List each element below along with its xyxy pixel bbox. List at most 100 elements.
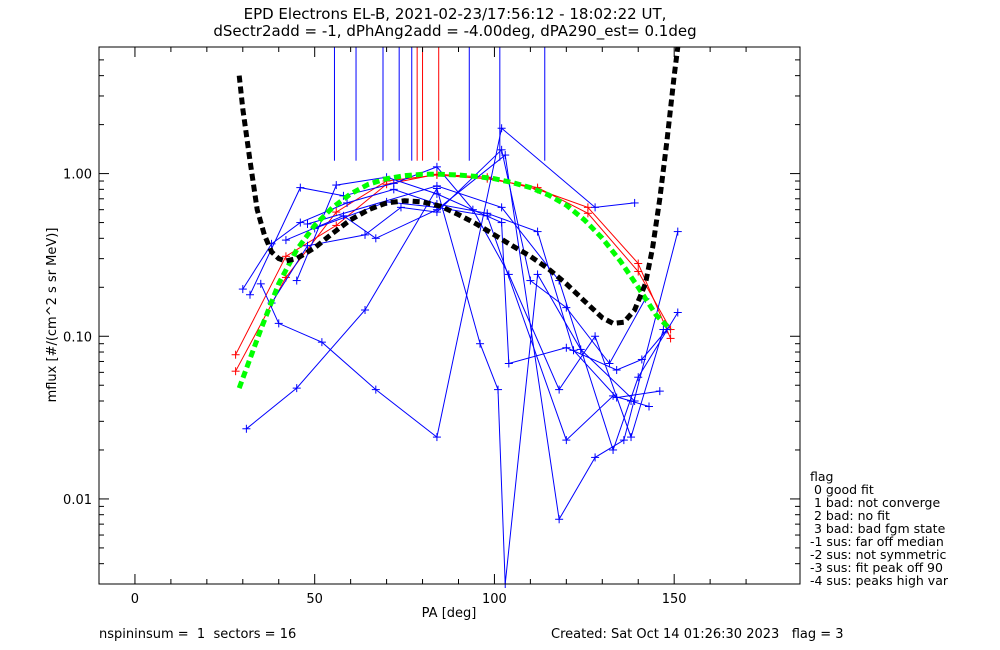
data-point-0-9 xyxy=(666,334,675,343)
y-tick-label-2: 1.00 xyxy=(63,168,92,183)
data-point-9-5 xyxy=(609,391,618,400)
y-tick-label-0: 0.01 xyxy=(63,493,92,508)
data-point-6-8 xyxy=(605,359,614,368)
series-line-12 xyxy=(236,46,681,326)
marks-layer xyxy=(231,46,682,588)
flag-legend-line-2: 1 bad: not converge xyxy=(810,495,941,510)
flag-legend: flag 0 good fit 1 bad: not converge 2 ba… xyxy=(810,470,948,587)
data-point-8-4 xyxy=(497,218,506,227)
data-point-2-8 xyxy=(569,346,578,355)
series-line-4 xyxy=(246,187,635,585)
data-point-7-6 xyxy=(591,453,600,462)
data-point-2-0 xyxy=(238,285,247,294)
series-line-7 xyxy=(285,154,679,521)
data-point-6-3 xyxy=(396,203,405,212)
data-point-2-7 xyxy=(533,227,542,236)
data-point-6-6 xyxy=(526,276,535,285)
data-point-6-7 xyxy=(562,303,571,312)
data-point-1-0 xyxy=(231,367,240,376)
title-line-1: EPD Electrons EL-B, 2021-02-23/17:56:12 … xyxy=(243,5,667,23)
axis-layer: 0 50 100 150 0.01 0.10 1.00 xyxy=(63,46,800,607)
footer-left: nspininsum = 1 sectors = 16 xyxy=(99,627,297,642)
title-line-2: dSectr2add = -1, dPhAng2add = -4.00deg, … xyxy=(213,22,697,40)
series-line-5 xyxy=(260,127,635,438)
data-point-3-9 xyxy=(627,433,636,442)
data-point-5-7 xyxy=(630,198,639,207)
data-point-10-0 xyxy=(303,219,312,228)
flag-legend-line-7: -3 sus: fit peak off 90 xyxy=(810,560,943,575)
data-point-4-1 xyxy=(292,384,301,393)
series-line-1 xyxy=(235,174,672,372)
series-line-11 xyxy=(236,171,673,389)
series-line-10 xyxy=(307,185,679,452)
data-point-2-3 xyxy=(343,198,352,207)
flag-legend-line-3: 2 bad: no fit xyxy=(810,508,890,523)
y-axis-label: mflux [#/(cm^2 s sr MeV)] xyxy=(45,228,60,403)
data-point-4-4 xyxy=(476,339,485,348)
data-point-3-4 xyxy=(432,162,441,171)
chart-title: EPD Electrons EL-B, 2021-02-23/17:56:12 … xyxy=(0,6,910,40)
data-point-5-5 xyxy=(497,124,506,133)
data-point-7-5 xyxy=(555,515,564,524)
data-point-8-1 xyxy=(332,181,341,190)
data-point-3-8 xyxy=(591,332,600,341)
data-point-6-1 xyxy=(303,241,312,250)
data-point-3-3 xyxy=(389,179,398,188)
data-point-10-4 xyxy=(609,445,618,454)
data-point-10-5 xyxy=(634,373,643,382)
data-point-2-2 xyxy=(296,218,305,227)
flag-legend-line-1: 0 good fit xyxy=(810,482,874,497)
data-point-7-7 xyxy=(619,436,628,445)
footer-right: Created: Sat Oct 14 01:26:30 2023 flag =… xyxy=(551,627,844,642)
flag-legend-line-4: 3 bad: bad fgm state xyxy=(810,521,946,536)
y-tick-label-1: 0.10 xyxy=(63,330,92,345)
data-point-3-1 xyxy=(296,183,305,192)
data-point-7-8 xyxy=(673,227,682,236)
data-point-5-4 xyxy=(432,433,441,442)
data-point-6-5 xyxy=(497,145,506,154)
series-line-6 xyxy=(271,148,646,365)
data-point-6-2 xyxy=(361,230,370,239)
data-point-7-0 xyxy=(281,236,290,245)
data-point-5-0 xyxy=(256,279,265,288)
data-point-7-2 xyxy=(371,234,380,243)
flag-legend-line-8: -4 sus: peaks high var xyxy=(810,573,949,588)
data-point-5-1 xyxy=(274,319,283,328)
data-point-4-5 xyxy=(494,385,503,394)
data-point-10-1 xyxy=(432,181,441,190)
data-point-0-0 xyxy=(231,350,240,359)
data-point-1-8 xyxy=(634,267,643,276)
data-point-8-0 xyxy=(292,276,301,285)
data-point-9-7 xyxy=(645,402,654,411)
series-line-8 xyxy=(296,176,668,371)
data-point-9-3 xyxy=(483,211,492,220)
data-point-8-6 xyxy=(562,343,571,352)
plot-frame xyxy=(98,46,801,585)
data-point-10-2 xyxy=(497,203,506,212)
data-point-3-0 xyxy=(245,290,254,299)
data-point-5-3 xyxy=(371,385,380,394)
data-point-8-7 xyxy=(612,366,621,375)
data-point-9-4 xyxy=(562,436,571,445)
flag-legend-line-5: -1 sus: far off median xyxy=(810,534,944,549)
data-point-2-10 xyxy=(655,387,664,396)
data-point-5-2 xyxy=(317,338,326,347)
data-point-3-7 xyxy=(555,385,564,394)
data-point-4-0 xyxy=(242,424,251,433)
data-point-0-1 xyxy=(281,252,290,261)
x-tick-label-0: 0 xyxy=(131,592,139,607)
data-point-1-7 xyxy=(583,209,592,218)
data-point-5-6 xyxy=(591,203,600,212)
data-point-4-2 xyxy=(361,306,370,315)
data-point-10-6 xyxy=(673,308,682,317)
data-point-0-8 xyxy=(634,259,643,268)
flag-legend-line-6: -2 sus: not symmetric xyxy=(810,547,947,562)
data-point-8-8 xyxy=(637,355,646,364)
data-point-1-2 xyxy=(332,208,341,217)
x-tick-label-1: 50 xyxy=(306,592,323,607)
x-tick-label-2: 100 xyxy=(482,592,507,607)
flag-legend-line-0: flag xyxy=(810,469,834,484)
x-axis-label: PA [deg] xyxy=(422,606,477,621)
data-point-8-5 xyxy=(504,359,513,368)
